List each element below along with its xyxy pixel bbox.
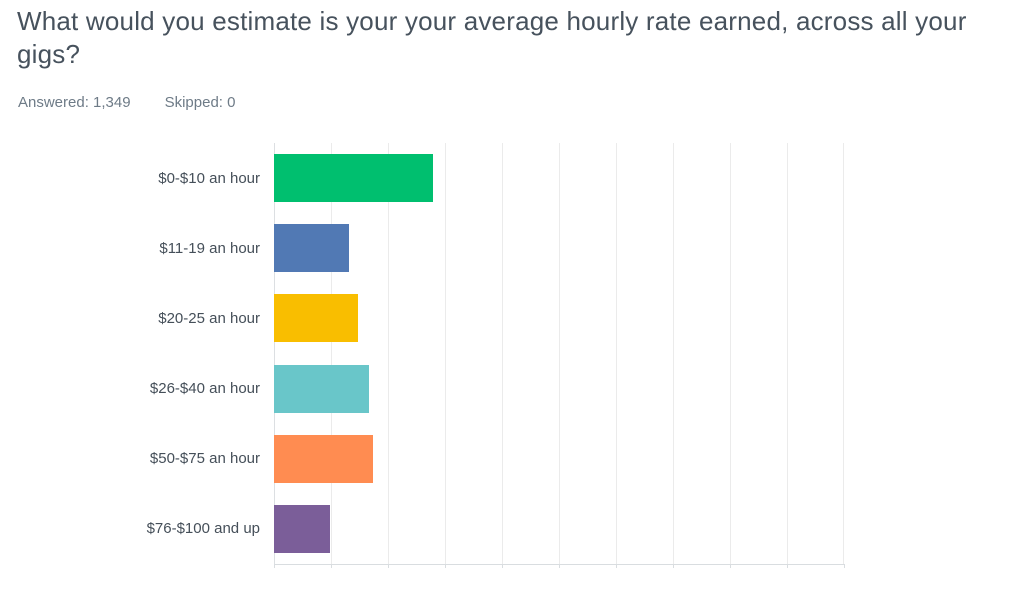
gridline: [502, 143, 503, 564]
answered-stat: Answered: 1,349: [18, 94, 131, 111]
category-label: $11-19 an hour: [159, 239, 260, 257]
x-tick-mark: [388, 564, 389, 568]
category-label: $26-$40 an hour: [149, 380, 260, 398]
gridline: [616, 143, 617, 564]
gridline: [274, 143, 275, 564]
gridline: [787, 143, 788, 564]
x-tick-mark: [274, 564, 275, 568]
x-tick-mark: [730, 564, 731, 568]
answered-label: Answered:: [18, 94, 89, 111]
x-tick-mark: [445, 564, 446, 568]
chart-row: $26-$40 an hour: [0, 354, 844, 424]
gridline: [559, 143, 560, 564]
skipped-value: 0: [227, 94, 236, 111]
bar-track: [274, 154, 844, 202]
x-tick-mark: [331, 564, 332, 568]
chart-bar[interactable]: [274, 364, 369, 413]
chart-row: $20-25 an hour: [0, 283, 844, 353]
question-title: What would you estimate is your your ave…: [17, 6, 967, 69]
gridline: [673, 143, 674, 564]
chart-bar[interactable]: [274, 224, 349, 273]
bar-track: [274, 504, 844, 553]
gridline: [445, 143, 446, 564]
x-tick-mark: [787, 564, 788, 568]
chart-row: $0-$10 an hour: [0, 143, 844, 213]
x-tick-mark: [844, 564, 845, 568]
chart-row: $11-19 an hour: [0, 213, 844, 283]
chart-bar[interactable]: [274, 504, 331, 553]
x-tick-mark: [502, 564, 503, 568]
chart-row: $50-$75 an hour: [0, 424, 844, 494]
chart-row: $76-$100 and up: [0, 494, 844, 564]
bar-track: [274, 224, 844, 273]
bar-track: [274, 434, 844, 483]
bar-chart: $0-$10 an hour $11-19 an hour $20-25 an ho…: [0, 143, 845, 568]
chart-bar[interactable]: [274, 154, 434, 202]
gridline: [388, 143, 389, 564]
category-label: $0-$10 an hour: [158, 169, 260, 187]
answered-value: 1,349: [93, 94, 131, 111]
bar-track: [274, 364, 844, 413]
bar-track: [274, 294, 844, 343]
skipped-label: Skipped:: [164, 94, 223, 111]
category-label: $76-$100 and up: [146, 520, 260, 538]
gridline: [843, 143, 844, 564]
chart-bar[interactable]: [274, 294, 359, 343]
category-label: $20-25 an hour: [158, 309, 260, 327]
category-label: $50-$75 an hour: [149, 450, 260, 468]
gridline: [331, 143, 332, 564]
x-tick-mark: [559, 564, 560, 568]
x-tick-mark: [673, 564, 674, 568]
response-stats: Answered: 1,349 Skipped: 0: [18, 94, 269, 111]
gridline: [730, 143, 731, 564]
skipped-stat: Skipped: 0: [165, 94, 236, 111]
chart-bar[interactable]: [274, 434, 374, 483]
plot-area: [274, 143, 845, 568]
x-tick-mark: [616, 564, 617, 568]
